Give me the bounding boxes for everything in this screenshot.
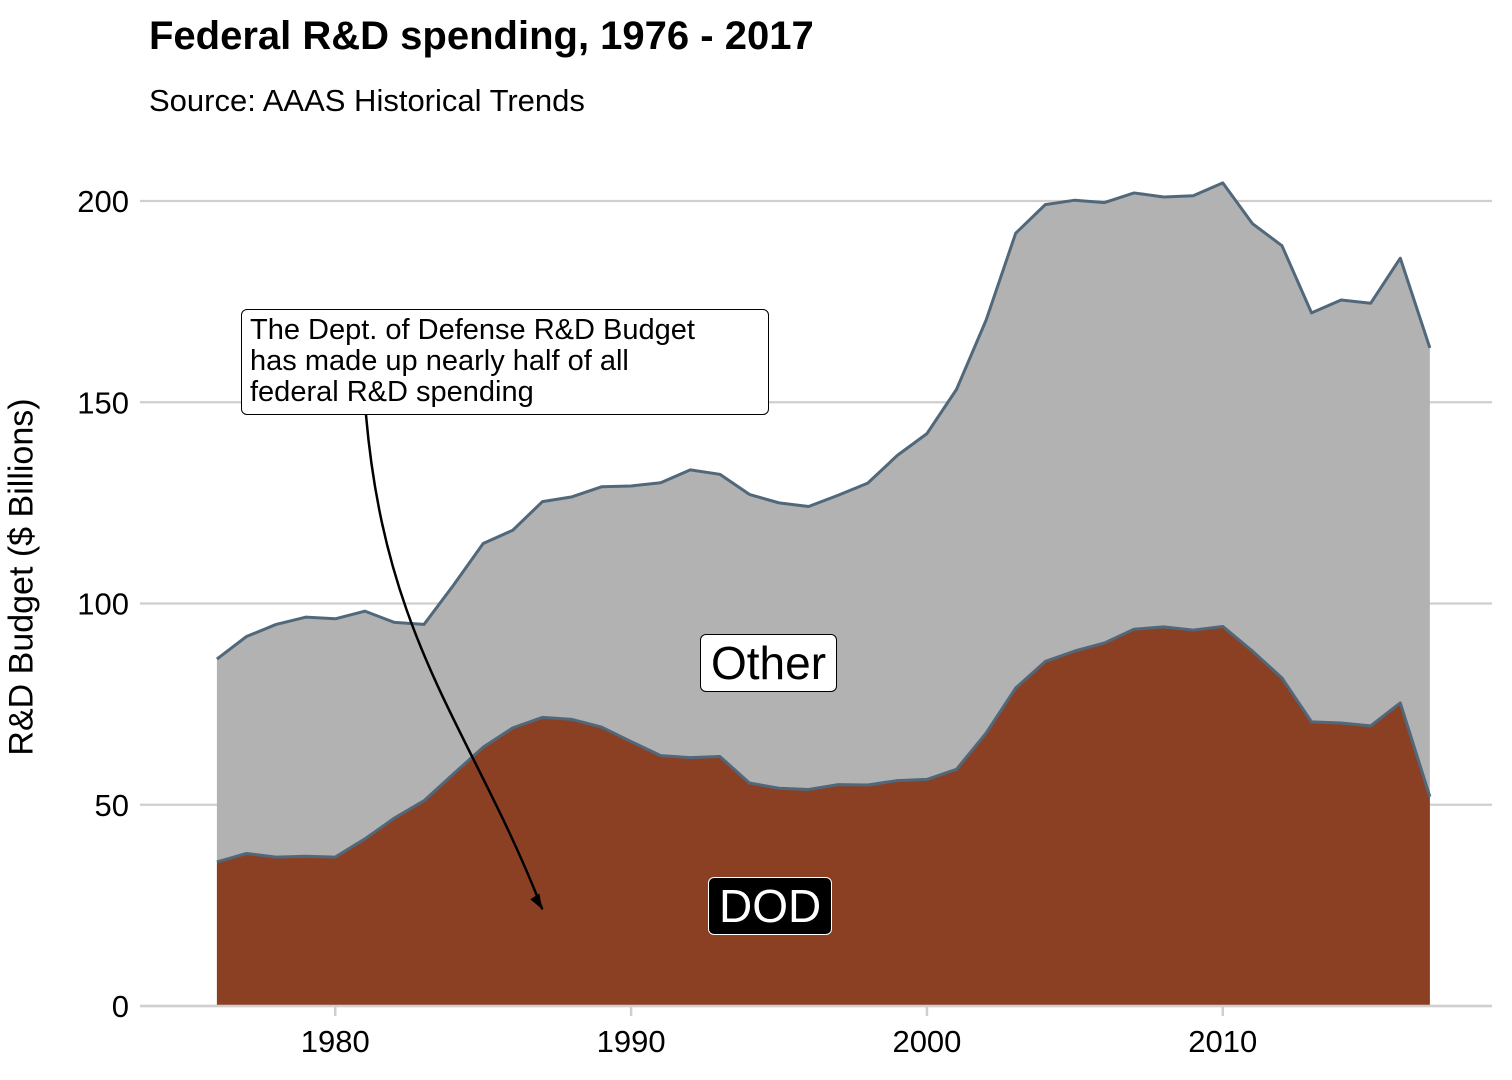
annotation-arrow-line [364, 414, 544, 910]
axes: 1980 1990 2000 2010 0 50 100 150 200 [77, 184, 1492, 1059]
annotation-line-1: The Dept. of Defense R&D Budget [250, 314, 695, 346]
annotation-arrow [364, 414, 544, 910]
annotation-arrow-head [530, 893, 543, 910]
line-other-top [216, 181, 1432, 661]
y-tick-label-50: 50 [95, 788, 129, 823]
area-layers [216, 182, 1430, 1006]
y-axis-label: R&D Budget ($ Billions) [2, 398, 41, 756]
x-tick-label-2000: 2000 [892, 1024, 961, 1059]
y-tick-label-0: 0 [112, 989, 129, 1024]
y-tick-label-100: 100 [77, 587, 129, 622]
y-tick-label-150: 150 [77, 385, 129, 420]
series-lines [216, 181, 1432, 864]
annotation-line-3: federal R&D spending [250, 376, 534, 408]
x-tick-label-2010: 2010 [1188, 1024, 1257, 1059]
line-dod-top [216, 624, 1432, 864]
x-tick-label-1990: 1990 [597, 1024, 666, 1059]
chart-title: Federal R&D spending, 1976 - 2017 [149, 14, 814, 58]
series-label-other: Other [700, 634, 838, 692]
annotation-line-2: has made up nearly half of all [250, 345, 629, 377]
series-label-dod: DOD [708, 877, 833, 935]
y-tick-label-200: 200 [77, 184, 129, 219]
chart-subtitle: Source: AAAS Historical Trends [149, 83, 585, 118]
annotation-box: The Dept. of Defense R&D Budget has made… [241, 309, 769, 415]
area-dod [216, 626, 1430, 1006]
x-tick-label-1980: 1980 [301, 1024, 370, 1059]
